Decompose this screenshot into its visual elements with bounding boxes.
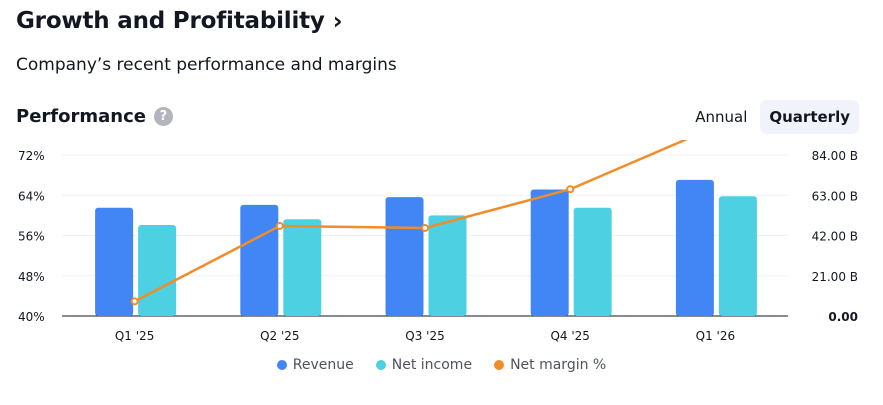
net-margin-point [275, 221, 284, 230]
right-tick-label: 63.00 B [812, 189, 858, 203]
net-margin-point [130, 297, 139, 306]
chevron-right-icon: › [332, 7, 343, 35]
quarterly-button[interactable]: Quarterly [760, 100, 859, 134]
chart-legend: Revenue Net income Net margin % [0, 357, 883, 373]
revenue-bar [530, 189, 569, 316]
legend-revenue-label: Revenue [292, 357, 354, 373]
revenue-bar [675, 179, 714, 316]
revenue-legend-dot [276, 360, 287, 370]
x-tick-label: Q4 '25 [550, 329, 589, 343]
net-income-bar [428, 215, 467, 316]
right-tick-label: 0.00 [828, 310, 858, 324]
net-margin-point [421, 223, 429, 232]
left-tick-label: 40% [18, 310, 45, 324]
x-tick-label: Q1 '26 [696, 329, 735, 343]
net-income-bar [283, 219, 322, 316]
net-income-bar [138, 224, 177, 316]
net-margin-point [566, 185, 575, 194]
net-income-bar [718, 196, 757, 316]
left-tick-label: 56% [18, 230, 45, 244]
section-title: Growth and Profitability [16, 8, 325, 34]
left-tick-label: 48% [18, 270, 45, 284]
right-tick-label: 42.00 B [812, 230, 858, 244]
legend-net-margin[interactable]: Net margin % [494, 357, 606, 373]
right-tick-label: 84.00 B [812, 149, 858, 163]
legend-revenue[interactable]: Revenue [276, 357, 354, 373]
section-subtitle: Company’s recent performance and margins [16, 55, 397, 75]
net-margin-legend-dot [494, 360, 505, 370]
legend-net-income[interactable]: Net income [375, 357, 473, 373]
legend-net-income-label: Net income [391, 357, 473, 373]
section-title-link[interactable]: Growth and Profitability › [16, 8, 343, 34]
right-tick-label: 21.00 B [812, 270, 858, 284]
x-tick-label: Q2 '25 [260, 329, 299, 343]
x-tick-label: Q3 '25 [405, 329, 444, 343]
revenue-bar [95, 207, 134, 316]
performance-chart: 72% 84.00 B 64% 63.00 B 56% 42.00 B 48% 21.00 B… [18, 140, 858, 343]
net-income-legend-dot [375, 360, 386, 370]
net-income-bar [573, 207, 612, 316]
net-margin-line [134, 140, 688, 303]
revenue-bar [385, 197, 424, 316]
left-tick-label: 72% [18, 149, 45, 163]
annual-button[interactable]: Annual [686, 100, 756, 134]
left-tick-label: 64% [18, 189, 45, 203]
period-toggle: Annual Quarterly [686, 100, 859, 134]
performance-title: Performance [16, 106, 146, 127]
x-tick-label: Q1 '25 [115, 329, 154, 343]
performance-header: Performance ? [16, 106, 173, 127]
legend-net-margin-label: Net margin % [510, 357, 607, 373]
revenue-bar [240, 204, 279, 316]
help-icon[interactable]: ? [153, 107, 173, 126]
